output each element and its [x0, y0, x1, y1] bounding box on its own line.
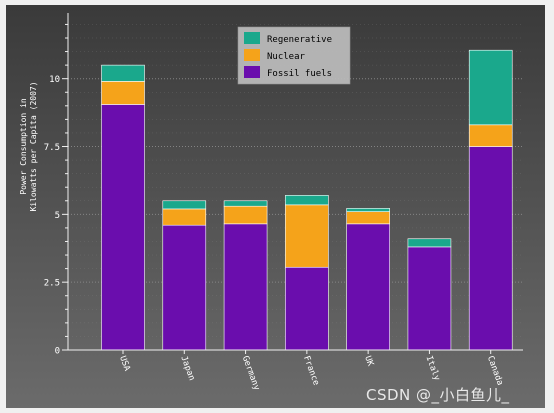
legend-swatch-nuclear [244, 49, 260, 61]
y-tick-label: 10 [49, 75, 60, 85]
bar-segment-regenerative [101, 64, 145, 82]
bars [101, 49, 513, 351]
bar-segment-regenerative [468, 49, 513, 126]
legend-label-fossil-fuels: Fossil fuels [267, 69, 332, 79]
bar-segment-nuclear [223, 205, 268, 225]
watermark-text: CSDN @_小白鱼儿_ [366, 386, 510, 404]
bar-segment-nuclear [285, 204, 329, 268]
y-axis-title: Power Consumption inKilowatts per Capita… [19, 81, 38, 211]
bar-segment-fossil-fuels [407, 246, 452, 351]
x-tick-label-usa: USA [117, 355, 132, 373]
bar-segment-regenerative [285, 195, 329, 206]
bar-segment-fossil-fuels [285, 266, 329, 351]
legend-label-nuclear: Nuclear [267, 52, 306, 62]
bar-segment-regenerative [223, 200, 268, 207]
bar-segment-nuclear [468, 124, 513, 147]
y-tick-label: 5 [55, 211, 60, 221]
bar-segment-regenerative [346, 208, 390, 212]
legend: Regenerative Nuclear Fossil fuels [237, 26, 351, 85]
legend-label-regenerative: Regenerative [267, 35, 332, 45]
bar-segment-regenerative [407, 238, 452, 248]
legend-swatch-fossil-fuels [244, 66, 260, 78]
bar-segment-nuclear [162, 208, 207, 226]
y-axis-title-line: Power Consumption in [19, 98, 28, 195]
bar-segment-fossil-fuels [223, 223, 268, 351]
bar-segment-nuclear [346, 211, 390, 225]
legend-swatch-regenerative [244, 32, 260, 44]
y-axis-title-line: Kilowatts per Capita (2007) [29, 81, 38, 211]
y-tick-label: 0 [55, 347, 60, 357]
bar-segment-fossil-fuels [468, 146, 513, 351]
bar-segment-nuclear [101, 81, 145, 105]
y-tick-label: 7.5 [44, 143, 60, 153]
bar-segment-fossil-fuels [346, 223, 390, 351]
y-tick-label: 2.5 [44, 279, 60, 289]
chart-frame: 0 2.5 5 7.5 10 USA Japan Germany France UK Italy Ca… [6, 5, 545, 408]
x-tick-label-uk: UK [362, 355, 375, 369]
bar-segment-fossil-fuels [162, 224, 207, 351]
y-axis-label: Power Consumption inKilowatts per Capita… [19, 81, 38, 211]
bar-segment-fossil-fuels [101, 104, 145, 351]
bar-segment-regenerative [162, 200, 207, 210]
